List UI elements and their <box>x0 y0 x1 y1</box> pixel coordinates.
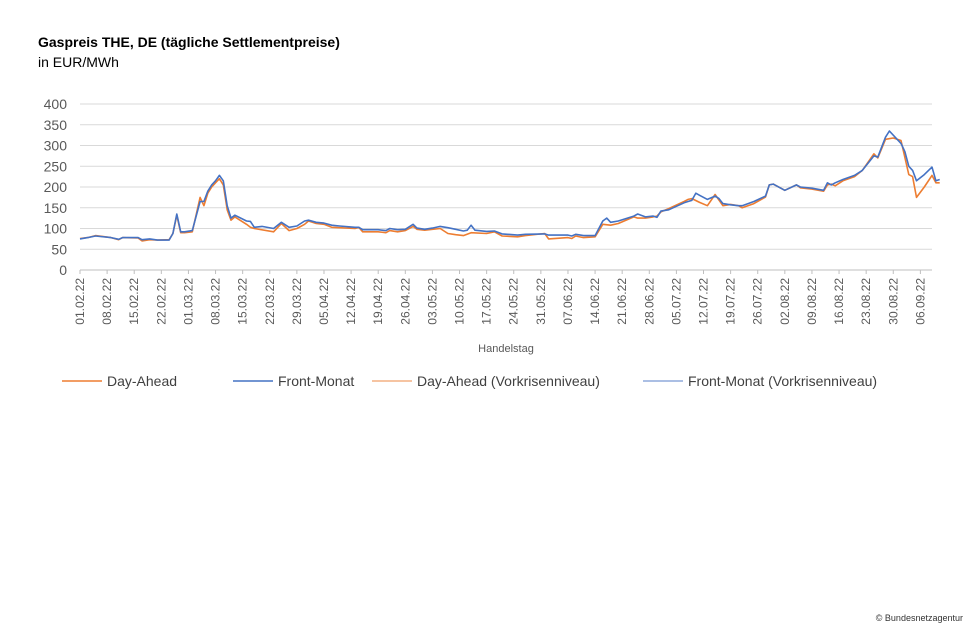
x-tick-label: 24.05.22 <box>507 278 521 325</box>
x-tick-label: 22.03.22 <box>263 278 277 325</box>
y-tick-label: 300 <box>44 138 68 154</box>
x-tick-label: 19.04.22 <box>371 278 385 325</box>
series-line-front-monat <box>79 130 940 241</box>
x-tick-label: 12.07.22 <box>697 278 711 325</box>
x-tick-label: 26.07.22 <box>751 278 765 325</box>
legend-label: Day-Ahead (Vorkrisenniveau) <box>417 373 600 389</box>
x-tick-label: 03.05.22 <box>425 278 439 325</box>
x-tick-label: 10.05.22 <box>453 278 467 325</box>
x-tick-label: 17.05.22 <box>480 278 494 325</box>
y-tick-label: 50 <box>51 241 67 257</box>
x-tick-label: 07.06.22 <box>561 278 575 325</box>
copyright-credit: © Bundesnetzagentur <box>875 613 963 623</box>
legend-label: Day-Ahead <box>107 373 177 389</box>
x-tick-label: 30.08.22 <box>886 278 900 325</box>
chart-title: Gaspreis THE, DE (tägliche Settlementpre… <box>38 34 340 50</box>
x-tick-label: 21.06.22 <box>615 278 629 325</box>
x-axis-title: Handelstag <box>478 343 534 355</box>
x-tick-label: 16.08.22 <box>832 278 846 325</box>
x-tick-label: 08.03.22 <box>209 278 223 325</box>
y-tick-label: 100 <box>44 221 68 237</box>
x-tick-label: 22.02.22 <box>154 278 168 325</box>
x-tick-label: 23.08.22 <box>859 278 873 325</box>
legend-label: Front-Monat <box>278 373 354 389</box>
y-tick-label: 400 <box>44 96 68 112</box>
x-tick-label: 31.05.22 <box>534 278 548 325</box>
y-tick-label: 150 <box>44 200 68 216</box>
y-tick-label: 250 <box>44 158 68 174</box>
x-tick-label: 15.03.22 <box>236 278 250 325</box>
x-tick-label: 19.07.22 <box>724 278 738 325</box>
y-tick-label: 200 <box>44 179 68 195</box>
x-tick-label: 14.06.22 <box>588 278 602 325</box>
legend-label: Front-Monat (Vorkrisenniveau) <box>688 373 877 389</box>
x-tick-label: 02.08.22 <box>778 278 792 325</box>
x-tick-label: 01.02.22 <box>73 278 87 325</box>
x-tick-label: 15.02.22 <box>127 278 141 325</box>
x-tick-label: 05.07.22 <box>669 278 683 325</box>
chart-subtitle: in EUR/MWh <box>38 54 119 70</box>
x-tick-label: 05.04.22 <box>317 278 331 325</box>
x-tick-label: 28.06.22 <box>642 278 656 325</box>
x-tick-label: 12.04.22 <box>344 278 358 325</box>
x-tick-label: 08.02.22 <box>100 278 114 325</box>
y-tick-label: 350 <box>44 117 68 133</box>
x-tick-label: 29.03.22 <box>290 278 304 325</box>
x-tick-label: 26.04.22 <box>398 278 412 325</box>
y-tick-label: 0 <box>59 262 67 278</box>
x-tick-label: 06.09.22 <box>913 278 927 325</box>
x-tick-label: 01.03.22 <box>181 278 195 325</box>
x-tick-label: 09.08.22 <box>805 278 819 325</box>
